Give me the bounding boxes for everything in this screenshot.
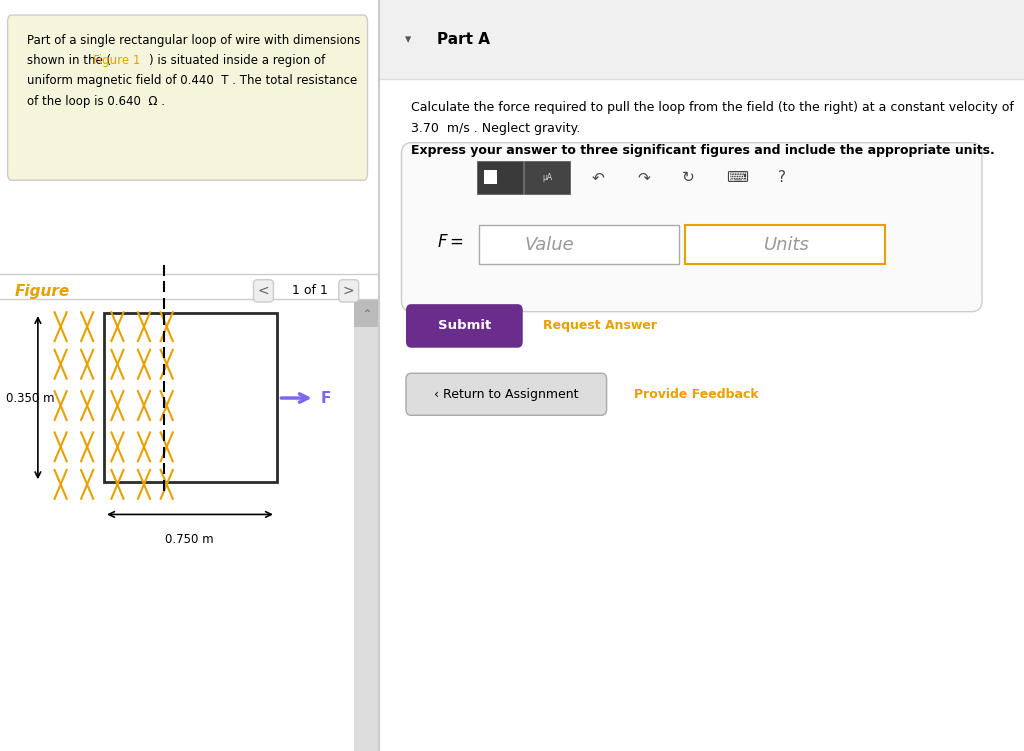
FancyBboxPatch shape	[406, 373, 606, 415]
Text: uniform magnetic field of 0.440  T . The total resistance: uniform magnetic field of 0.440 T . The …	[27, 74, 356, 87]
Text: ↷: ↷	[637, 170, 650, 185]
Bar	[379, 0, 1024, 79]
Text: F: F	[321, 391, 331, 406]
Text: $F =$: $F =$	[437, 233, 464, 251]
Bar	[354, 300, 379, 751]
Text: ▾: ▾	[404, 33, 411, 47]
Text: Figure 1: Figure 1	[93, 54, 140, 67]
Text: Units: Units	[764, 236, 810, 254]
Text: 1 of 1: 1 of 1	[292, 284, 328, 297]
Text: <: <	[258, 284, 269, 298]
Text: Figure: Figure	[15, 284, 71, 299]
Text: Submit: Submit	[438, 319, 492, 333]
Text: Value: Value	[525, 236, 574, 254]
Bar	[685, 225, 886, 264]
Text: Provide Feedback: Provide Feedback	[634, 388, 759, 401]
Text: μA: μA	[542, 173, 552, 182]
Text: >: >	[343, 284, 354, 298]
FancyBboxPatch shape	[7, 15, 368, 180]
Text: ‹ Return to Assignment: ‹ Return to Assignment	[434, 388, 579, 401]
Bar	[484, 170, 497, 184]
Text: 3.70  m/s . Neglect gravity.: 3.70 m/s . Neglect gravity.	[411, 122, 581, 134]
Text: 0.750 m: 0.750 m	[165, 533, 214, 546]
Text: 0.350 m: 0.350 m	[6, 391, 54, 405]
Bar	[354, 300, 379, 327]
Text: Request Answer: Request Answer	[544, 319, 657, 333]
FancyBboxPatch shape	[401, 143, 982, 312]
Text: ?: ?	[778, 170, 786, 185]
Text: ^: ^	[364, 309, 371, 318]
Text: of the loop is 0.640  Ω .: of the loop is 0.640 Ω .	[27, 95, 165, 107]
Text: ) is situated inside a region of: ) is situated inside a region of	[148, 54, 325, 67]
Text: Part A: Part A	[437, 32, 489, 47]
FancyBboxPatch shape	[406, 304, 522, 348]
Text: Calculate the force required to pull the loop from the field (to the right) at a: Calculate the force required to pull the…	[411, 101, 1014, 114]
Text: shown in the (: shown in the (	[27, 54, 111, 67]
Text: Part of a single rectangular loop of wire with dimensions: Part of a single rectangular loop of wir…	[27, 34, 359, 47]
Text: Express your answer to three significant figures and include the appropriate uni: Express your answer to three significant…	[411, 144, 995, 157]
FancyBboxPatch shape	[524, 161, 569, 194]
FancyBboxPatch shape	[477, 161, 522, 194]
Text: ↶: ↶	[592, 170, 604, 185]
Text: ↻: ↻	[682, 170, 695, 185]
Bar	[104, 313, 276, 482]
Bar	[479, 225, 679, 264]
Text: ⌨: ⌨	[726, 170, 748, 185]
